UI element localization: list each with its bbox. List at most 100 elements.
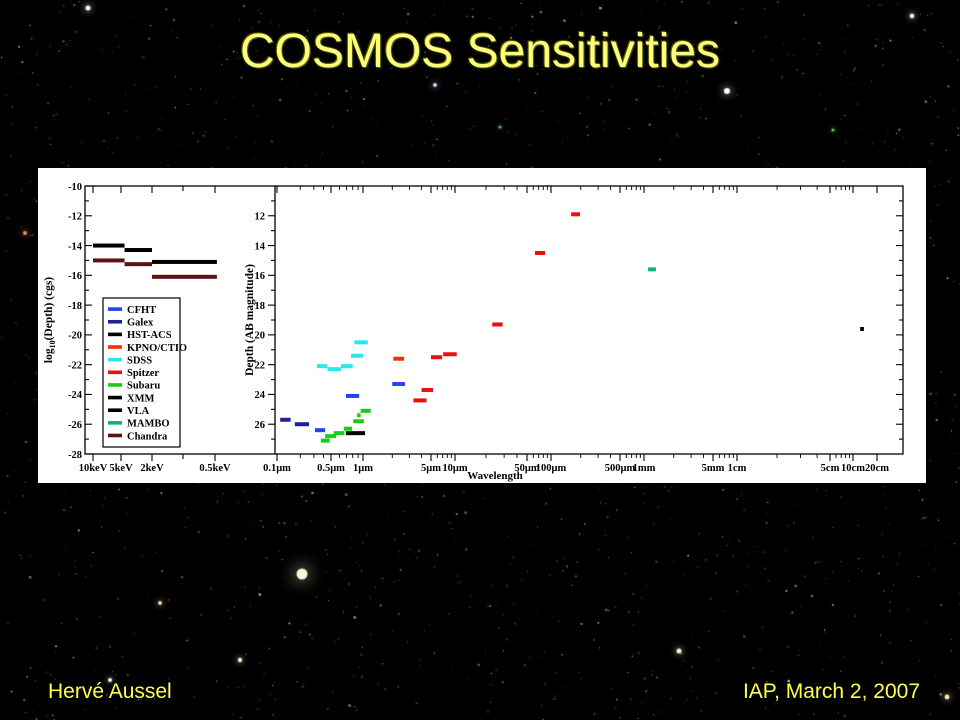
x-tick-label: 500μm — [605, 463, 636, 474]
datapoint-galex — [280, 417, 291, 422]
datapoint-sdss — [354, 340, 368, 345]
legend-swatch-cfht — [108, 307, 122, 311]
legend-label-chandra: Chandra — [127, 431, 168, 442]
legend-swatch-xmm — [108, 395, 122, 400]
y-ab-tick-label: 12 — [255, 212, 266, 223]
legend-swatch-spitzer — [108, 370, 122, 375]
legend-label-kpno/ctio: KPNO/CTIO — [127, 343, 187, 354]
datapoint-subaru — [343, 426, 353, 431]
datapoint-xmm — [93, 243, 125, 248]
datapoint-cfht — [345, 393, 360, 398]
x-tick-label: 1μm — [353, 463, 373, 474]
legend-label-mambo: MAMBO — [127, 419, 170, 430]
y-left-tick-label: -24 — [68, 390, 83, 401]
datapoint-subaru — [325, 434, 337, 439]
legend-label-spitzer: Spitzer — [127, 368, 159, 379]
x-axis-title: Wavelength — [467, 470, 523, 482]
datapoint-subaru — [320, 438, 330, 443]
legend-label-vla: VLA — [127, 406, 150, 417]
datapoint-subaru — [333, 431, 345, 436]
y-left-axis-title: log10(Depth) (cgs) — [43, 277, 57, 363]
datapoint-cfht — [392, 382, 405, 387]
y-right-axis-title: Depth (AB magnitude) — [244, 264, 256, 376]
datapoint-subaru — [360, 408, 371, 413]
y-ab-tick-label: 14 — [255, 241, 266, 252]
y-left-tick-label: -28 — [68, 450, 82, 461]
x-tick-label: 10μm — [442, 463, 467, 474]
slide-title: COSMOS Sensitivities — [239, 25, 721, 78]
footer-venue-date: IAP, March 2, 2007 — [742, 680, 920, 703]
datapoint-subaru — [357, 413, 361, 418]
datapoint-mambo — [648, 267, 656, 272]
legend-label-galex: Galex — [127, 318, 154, 329]
x-tick-label: 5mm — [702, 463, 725, 474]
y-ab-tick-label: 24 — [255, 390, 266, 401]
x-tick-label: 0.5μm — [317, 463, 345, 474]
datapoint-chandra — [152, 274, 217, 279]
datapoint-subaru — [353, 419, 364, 424]
datapoint-spitzer — [571, 212, 581, 217]
legend-swatch-kpno/ctio — [108, 345, 122, 349]
datapoint-sdss — [327, 367, 341, 372]
x-tick-label: 2keV — [140, 463, 164, 474]
legend-label-subaru: Subaru — [127, 381, 160, 392]
legend-label-cfht: CFHT — [127, 305, 156, 316]
datapoint-kpno/ctio — [393, 356, 405, 361]
sensitivity-plot-panel: 10keV 5keV 2keV 0.5keV 0.1μm 0.5μm 1μm 5μm 10μm 5… — [38, 168, 926, 483]
legend-label-sdss: SDSS — [127, 355, 152, 366]
chart-frame — [84, 185, 904, 455]
datapoint-chandra — [124, 262, 152, 267]
datapoint-hst-acs — [345, 431, 366, 436]
legend-swatch-sdss — [108, 357, 122, 362]
x-tick-label: 10cm — [841, 463, 865, 474]
datapoint-xmm — [152, 259, 217, 264]
datapoint-sdss — [350, 353, 363, 358]
legend-label-xmm: XMM — [127, 393, 154, 404]
x-tick-label: 0.5keV — [199, 463, 231, 474]
datapoint-vla — [860, 326, 864, 331]
datapoint-galex — [294, 422, 310, 427]
datapoint-sdss — [340, 364, 353, 369]
datapoint-spitzer — [443, 352, 457, 357]
footer-author: Hervé Aussel — [48, 680, 172, 703]
datapoint-xmm — [124, 248, 152, 253]
y-left-tick-label: -22 — [68, 360, 82, 371]
y-left-tick-label: -18 — [68, 301, 82, 312]
y-left-tick-label: -12 — [68, 212, 82, 223]
x-tick-label: 5keV — [109, 463, 133, 474]
datapoint-spitzer — [413, 398, 427, 403]
legend-swatch-subaru — [108, 383, 122, 387]
sensitivity-chart: 10keV 5keV 2keV 0.5keV 0.1μm 0.5μm 1μm 5μm 10μm 5… — [43, 182, 904, 482]
legend-swatch-galex — [108, 319, 122, 324]
y-left-tick-label: -16 — [68, 271, 82, 282]
x-tick-label: 50μm — [514, 463, 539, 474]
y-ab-tick-label: 20 — [255, 331, 266, 342]
x-tick-label: 1cm — [728, 463, 747, 474]
legend-swatch-mambo — [108, 421, 122, 425]
y-ab-tick-label: 16 — [255, 271, 266, 282]
legend-swatch-hst-acs — [108, 332, 122, 337]
y-ab-tick-label: 26 — [255, 420, 266, 431]
y-left-tick-label: -10 — [68, 182, 82, 193]
y-left-tick-label: -20 — [68, 331, 82, 342]
x-tick-label: 5cm — [821, 463, 840, 474]
x-tick-label: 100μm — [536, 463, 567, 474]
x-tick-label: 0.1μm — [263, 463, 291, 474]
y-left-tick-label: -14 — [68, 241, 83, 252]
x-tick-label: 20cm — [865, 463, 889, 474]
datapoint-spitzer — [535, 251, 545, 255]
y-ab-tick-label: 18 — [255, 301, 266, 312]
x-tick-label: 1mm — [633, 463, 656, 474]
x-tick-label: 10keV — [79, 463, 108, 474]
legend-label-hst-acs: HST-ACS — [127, 330, 172, 341]
datapoint-cfht — [314, 428, 326, 433]
datapoint-spitzer — [492, 322, 503, 327]
datapoint-spitzer — [421, 387, 434, 392]
y-left-tick-label: -26 — [68, 420, 82, 431]
x-tick-label: 5μm — [421, 463, 441, 474]
legend-swatch-chandra — [108, 433, 122, 438]
datapoint-spitzer — [431, 355, 443, 360]
datapoint-sdss — [317, 364, 328, 369]
legend-swatch-vla — [108, 408, 122, 413]
